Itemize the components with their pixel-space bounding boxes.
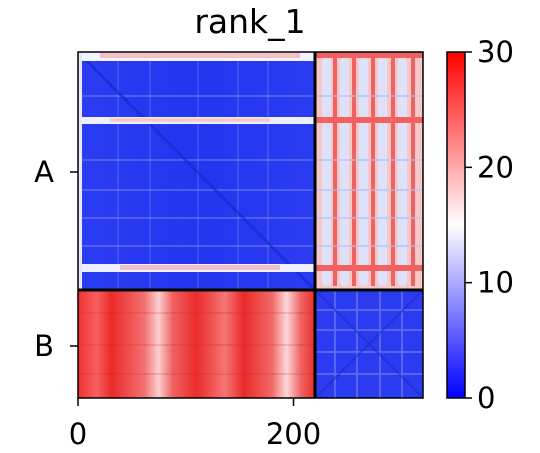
colorbar-gradient — [446, 51, 466, 399]
plot-frame — [77, 51, 424, 399]
heatmap-blocks — [77, 51, 424, 399]
colorbar-tick-label: 30 — [477, 35, 514, 69]
block-a-a — [78, 52, 315, 290]
block-separators — [78, 52, 423, 398]
y-tick-label-a: A — [34, 155, 54, 189]
chart-title: rank_1 — [194, 2, 305, 41]
x-axis: 0 200 — [69, 398, 321, 451]
colorbar-tick-label: 0 — [477, 381, 495, 415]
block-b-b — [315, 290, 423, 398]
y-tick-label-b: B — [34, 329, 54, 363]
colorbar-tick-label: 10 — [477, 266, 514, 300]
block-b-a — [78, 290, 315, 398]
x-tick-label-200: 200 — [266, 417, 321, 451]
x-tick-label-0: 0 — [69, 417, 87, 451]
colorbar: 0 10 20 30 — [446, 35, 514, 415]
colorbar-tick-label: 20 — [477, 150, 514, 184]
y-axis: A B — [34, 155, 78, 363]
block-a-b — [315, 52, 423, 290]
